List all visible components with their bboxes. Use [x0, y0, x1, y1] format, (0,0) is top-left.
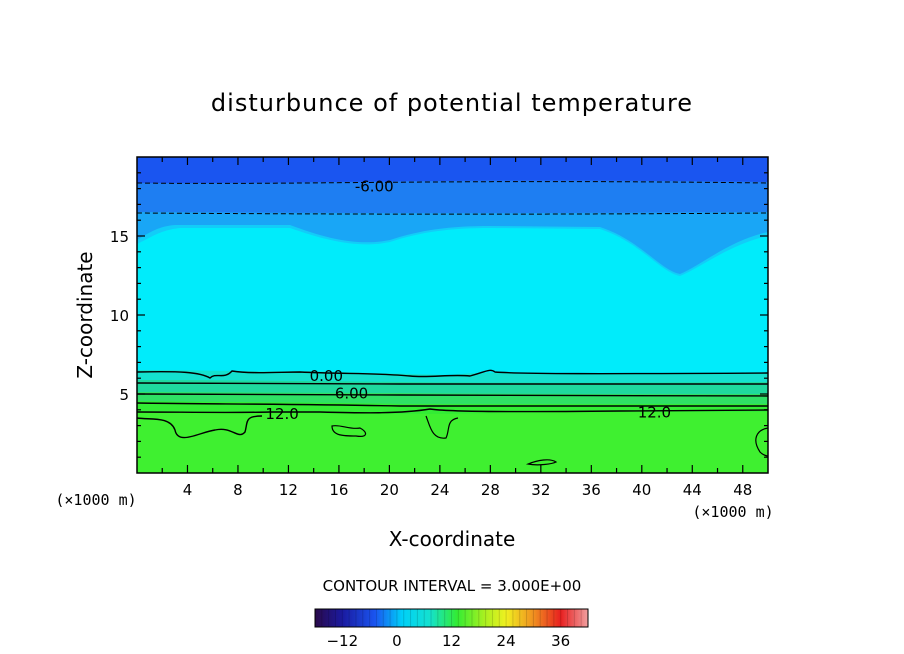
x-tick-label: 44 — [683, 481, 702, 499]
x-tick-label: 40 — [632, 481, 651, 499]
contour-0 — [137, 369, 768, 379]
y-tick-label: 15 — [110, 228, 129, 246]
x-tick-labels: 4 8 12 16 20 24 28 32 36 40 44 48 — [183, 481, 753, 499]
x-tick-label: 8 — [233, 481, 243, 499]
colorbar-tick-label: 24 — [497, 632, 516, 650]
x-tick-label: 24 — [430, 481, 449, 499]
colorbar-stripes — [321, 609, 582, 627]
x-tick-label: 12 — [279, 481, 298, 499]
contour-label: 0.00 — [310, 367, 343, 385]
contour-label: 12.0 — [638, 403, 671, 421]
y-tick-labels: 5 10 15 — [110, 228, 129, 404]
x-unit-left: (×1000 m) — [55, 491, 136, 509]
contour-blob-edge — [755, 427, 768, 457]
colorbar: −12 0 12 24 36 — [314, 608, 589, 650]
band-bottom — [137, 412, 768, 473]
contour-dashed-lower — [137, 212, 768, 215]
contour-label: -6.00 — [355, 177, 394, 195]
x-tick-label: 4 — [183, 481, 193, 499]
x-tick-label: 28 — [481, 481, 500, 499]
x-tick-label: 36 — [582, 481, 601, 499]
contour-blob-right — [425, 415, 459, 439]
contour-label: 12.0 — [265, 405, 298, 423]
plot-area: -6.00 0.006.00 12.0 12.0 — [137, 157, 768, 473]
colorbar-tick-label: 12 — [442, 632, 461, 650]
contour-12 — [137, 408, 768, 414]
y-tick-label: 10 — [110, 307, 129, 325]
y-axis-label: Z-coordinate — [73, 251, 97, 378]
axis-ticks — [137, 157, 768, 473]
x-tick-label: 16 — [329, 481, 348, 499]
contour-blob-left — [137, 415, 263, 439]
x-axis-label: X-coordinate — [389, 527, 516, 551]
contour-6 — [137, 393, 768, 397]
contour-labels: -6.00 0.006.00 12.0 12.0 — [265, 177, 671, 423]
contour-blob-mid — [331, 424, 367, 437]
contour-3 — [137, 382, 768, 386]
colorbar-tick-label: −12 — [326, 632, 358, 650]
colorbar-tick-label: 0 — [392, 632, 402, 650]
colorbar-tick-label: 36 — [551, 632, 570, 650]
x-tick-label: 20 — [380, 481, 399, 499]
x-unit-right: (×1000 m) — [692, 503, 773, 521]
contour-label: 6.00 — [335, 384, 368, 402]
colorbar-gradient — [314, 608, 589, 628]
x-tick-label: 48 — [733, 481, 752, 499]
contour-9 — [137, 402, 768, 407]
contour-dashed-upper — [137, 181, 768, 184]
x-tick-label: 32 — [531, 481, 550, 499]
y-tick-label: 5 — [119, 386, 129, 404]
chart-title: disturbunce of potential temperature — [211, 89, 693, 117]
contour-blob-bottom — [525, 459, 558, 466]
contour-interval-label: CONTOUR INTERVAL = 3.000E+00 — [323, 577, 582, 595]
colorbar-ticks: −12 0 12 24 36 — [326, 632, 570, 650]
